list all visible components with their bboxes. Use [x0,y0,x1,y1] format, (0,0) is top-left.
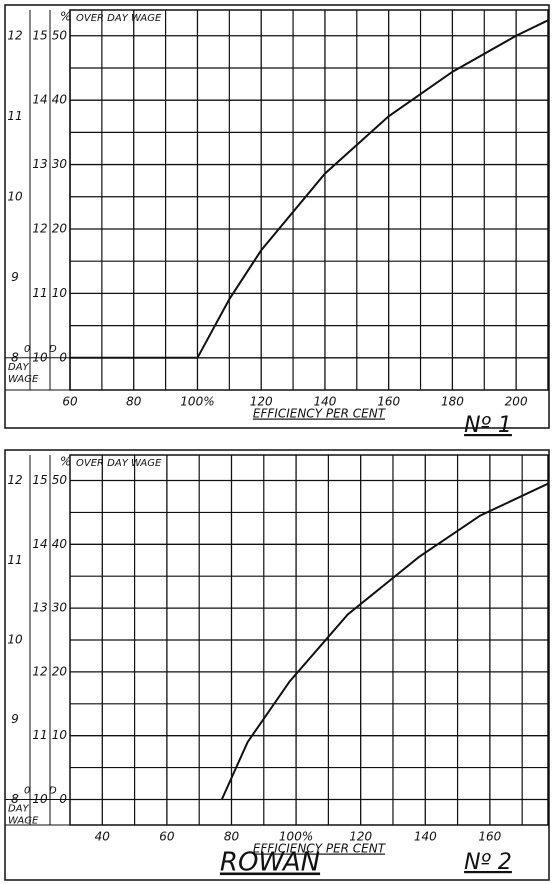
wage-scale-label: 14 [32,537,47,551]
x-axis-label: EFFICIENCY PER CENT [253,842,387,856]
y-tick-label: 40 [52,537,68,551]
x-tick-label: 140 [414,830,437,844]
wage-scale-label: 13 [32,157,47,171]
x-tick-label: 80 [224,830,240,844]
x-tick-label: 100% [180,395,214,409]
wage-scale-label: 11 [32,286,47,300]
day-wage-label: DAY [8,803,30,814]
y-tick-label: 20 [52,221,68,235]
x-tick-label: 60 [159,830,175,844]
wage-scale-label: 11 [7,553,22,567]
x-tick-label: 140 [313,395,336,409]
chart-frame [4,449,550,881]
y-tick-label: 10 [52,728,68,742]
x-tick-label: 160 [478,830,501,844]
day-wage-label: DAY [8,362,30,373]
wage-scale-label: 12 [7,28,22,42]
wage-scale-label: 15 [32,473,47,487]
wage-scale-label: 12 [32,221,47,235]
plot-frame [69,9,549,391]
data-line [70,19,549,359]
x-tick-label: 80 [126,395,142,409]
wage-scale-unit: D [49,785,57,796]
y-tick-label: 0 [59,792,67,806]
wage-scale-label: 11 [7,109,22,123]
wage-scale-label: 12 [32,664,47,678]
wage-scale-unit: D [49,344,57,355]
y-tick-label: 0 [59,350,67,364]
wage-scale-label: 10 [32,350,48,364]
wage-scale-label: 13 [32,601,47,615]
chart-frame [4,4,550,429]
x-tick-label: 100% [279,830,313,844]
x-tick-label: 60 [62,395,78,409]
x-tick-label: 40 [95,830,111,844]
x-tick-label: 120 [349,830,372,844]
chart-caption: Nº 1 [464,413,512,438]
data-line [220,482,549,800]
y-tick-label: 30 [52,157,68,171]
chart-caption: Nº 2 [464,850,512,875]
wage-scale-label: 10 [32,792,48,806]
plot-frame [69,454,549,826]
y-tick-label: 30 [52,601,68,615]
x-tick-label: 180 [441,395,464,409]
y-tick-label: 40 [52,93,68,107]
x-tick-label: 160 [377,395,400,409]
day-wage-label: WAGE [8,815,39,826]
y-tick-label: 10 [52,286,68,300]
y-axis-label: OVER DAY WAGE [76,13,162,24]
y-tick-label: 50 [52,28,68,42]
x-axis-label: EFFICIENCY PER CENT [253,407,387,421]
wage-scale-label: 14 [32,93,47,107]
wage-scale-label: 9 [11,712,19,726]
chart-title: ROWAN [220,848,320,878]
wage-scale-unit: 0 [24,785,30,796]
wage-scale-unit: 0 [24,344,30,355]
wage-scale-label: 15 [32,28,47,42]
wage-scale-label: 10 [7,189,23,203]
x-tick-label: 120 [250,395,273,409]
wage-scale-label: 11 [32,728,47,742]
wage-scale-label: 8 [11,350,19,364]
y-header: % [60,10,71,24]
wage-scale-label: 9 [11,270,19,284]
y-axis-label: OVER DAY WAGE [76,458,162,469]
y-header: % [60,455,71,469]
y-tick-label: 50 [52,473,68,487]
x-tick-label: 200 [505,395,528,409]
y-tick-label: 20 [52,664,68,678]
day-wage-label: WAGE [8,374,39,385]
wage-scale-label: 10 [7,633,23,647]
wage-scale-label: 8 [11,792,19,806]
wage-scale-label: 12 [7,473,22,487]
